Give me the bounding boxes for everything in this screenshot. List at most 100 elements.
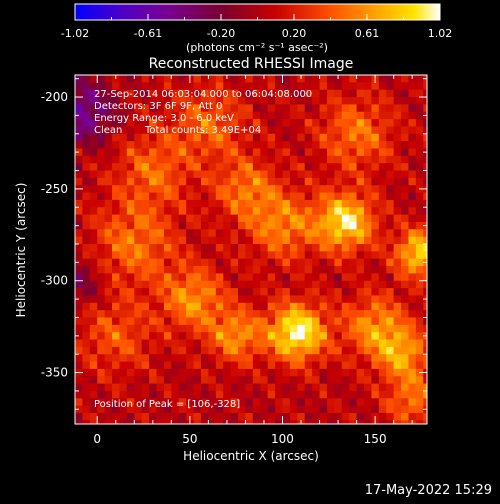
heatmap-cell bbox=[156, 119, 165, 128]
heatmap-cell bbox=[82, 266, 91, 274]
heatmap-cell bbox=[312, 288, 321, 297]
heatmap-cell bbox=[245, 243, 254, 252]
heatmap-cell bbox=[104, 420, 113, 424]
heatmap-cell bbox=[364, 383, 373, 392]
heatmap-cell bbox=[178, 141, 187, 150]
heatmap-cell bbox=[378, 111, 387, 120]
heatmap-cell bbox=[297, 354, 306, 363]
heatmap-cell bbox=[238, 148, 247, 157]
heatmap-cell bbox=[364, 243, 373, 252]
heatmap-cell bbox=[208, 97, 217, 105]
heatmap-cell bbox=[75, 221, 84, 230]
heatmap-cell bbox=[341, 288, 350, 297]
heatmap-cell bbox=[178, 97, 187, 105]
heatmap-cell bbox=[230, 346, 239, 355]
heatmap-cell bbox=[297, 207, 306, 216]
heatmap-cell bbox=[297, 368, 306, 377]
heatmap-cell bbox=[371, 119, 380, 128]
heatmap-cell bbox=[171, 302, 180, 311]
heatmap-cell bbox=[260, 243, 269, 252]
heatmap-cell bbox=[297, 332, 306, 341]
heatmap-cell bbox=[186, 148, 195, 157]
heatmap-cell bbox=[245, 89, 254, 98]
heatmap-cell bbox=[393, 266, 402, 274]
heatmap-cell bbox=[312, 295, 321, 304]
heatmap-cell bbox=[282, 89, 291, 98]
heatmap-cell bbox=[326, 133, 335, 142]
heatmap-cell bbox=[393, 420, 402, 424]
heatmap-cell bbox=[215, 155, 224, 164]
heatmap-cell bbox=[119, 236, 128, 245]
heatmap-cell bbox=[401, 97, 410, 105]
heatmap-cell bbox=[297, 258, 306, 267]
heatmap-cell bbox=[89, 192, 98, 201]
heatmap-cell bbox=[171, 361, 180, 370]
heatmap-cell bbox=[75, 376, 84, 385]
heatmap-cell bbox=[89, 288, 98, 297]
heatmap-cell bbox=[171, 258, 180, 267]
heatmap-cell bbox=[89, 89, 98, 98]
heatmap-cell bbox=[149, 310, 158, 319]
heatmap-cell bbox=[304, 288, 313, 297]
heatmap-cell bbox=[178, 243, 187, 252]
heatmap-cell bbox=[75, 141, 84, 150]
heatmap-cell bbox=[193, 163, 202, 172]
heatmap-cell bbox=[423, 420, 427, 424]
heatmap-cell bbox=[104, 383, 113, 392]
heatmap-cell bbox=[267, 155, 276, 164]
heatmap-cell bbox=[163, 412, 172, 421]
heatmap-cell bbox=[112, 229, 121, 238]
heatmap-cell bbox=[163, 89, 172, 98]
heatmap-cell bbox=[163, 199, 172, 208]
heatmap-cell bbox=[378, 288, 387, 297]
heatmap-cell bbox=[245, 163, 254, 172]
heatmap-cell bbox=[82, 354, 91, 363]
heatmap-cell bbox=[386, 221, 395, 230]
heatmap-cell bbox=[134, 383, 143, 392]
heatmap-cell bbox=[326, 89, 335, 98]
heatmap-cell bbox=[193, 324, 202, 333]
heatmap-cell bbox=[349, 170, 358, 179]
heatmap-cell bbox=[401, 376, 410, 385]
heatmap-cell bbox=[141, 295, 150, 304]
heatmap-cell bbox=[149, 89, 158, 98]
heatmap-cell bbox=[312, 155, 321, 164]
heatmap-cell bbox=[252, 133, 261, 142]
heatmap-cell bbox=[238, 251, 247, 260]
heatmap-cell bbox=[356, 89, 365, 98]
heatmap-cell bbox=[89, 155, 98, 164]
heatmap-cell bbox=[401, 354, 410, 363]
heatmap-cell bbox=[326, 199, 335, 208]
heatmap-cell bbox=[215, 280, 224, 289]
heatmap-cell bbox=[230, 243, 239, 252]
heatmap-cell bbox=[289, 258, 298, 267]
heatmap-cell bbox=[252, 170, 261, 179]
heatmap-cell bbox=[408, 207, 417, 216]
heatmap-cell bbox=[304, 221, 313, 230]
heatmap-cell bbox=[112, 376, 121, 385]
heatmap-cell bbox=[126, 258, 135, 267]
heatmap-cell bbox=[171, 214, 180, 223]
heatmap-cell bbox=[156, 383, 165, 392]
heatmap-cell bbox=[349, 221, 358, 230]
heatmap-cell bbox=[304, 324, 313, 333]
heatmap-cell bbox=[252, 243, 261, 252]
heatmap-cell bbox=[349, 251, 358, 260]
heatmap-cell bbox=[260, 368, 269, 377]
heatmap-cell bbox=[97, 148, 106, 157]
heatmap-cell bbox=[326, 97, 335, 105]
heatmap-cell bbox=[415, 133, 424, 142]
heatmap-cell bbox=[156, 258, 165, 267]
heatmap-cell bbox=[312, 302, 321, 311]
heatmap-cell bbox=[171, 280, 180, 289]
heatmap-cell bbox=[112, 155, 121, 164]
heatmap-cell bbox=[82, 258, 91, 267]
heatmap-cell bbox=[126, 288, 135, 297]
heatmap-cell bbox=[163, 332, 172, 341]
heatmap-cell bbox=[119, 412, 128, 421]
heatmap-cell bbox=[208, 346, 217, 355]
heatmap-cell bbox=[75, 126, 84, 135]
heatmap-cell bbox=[89, 295, 98, 304]
heatmap-cell bbox=[371, 199, 380, 208]
heatmap-cell bbox=[200, 111, 209, 120]
